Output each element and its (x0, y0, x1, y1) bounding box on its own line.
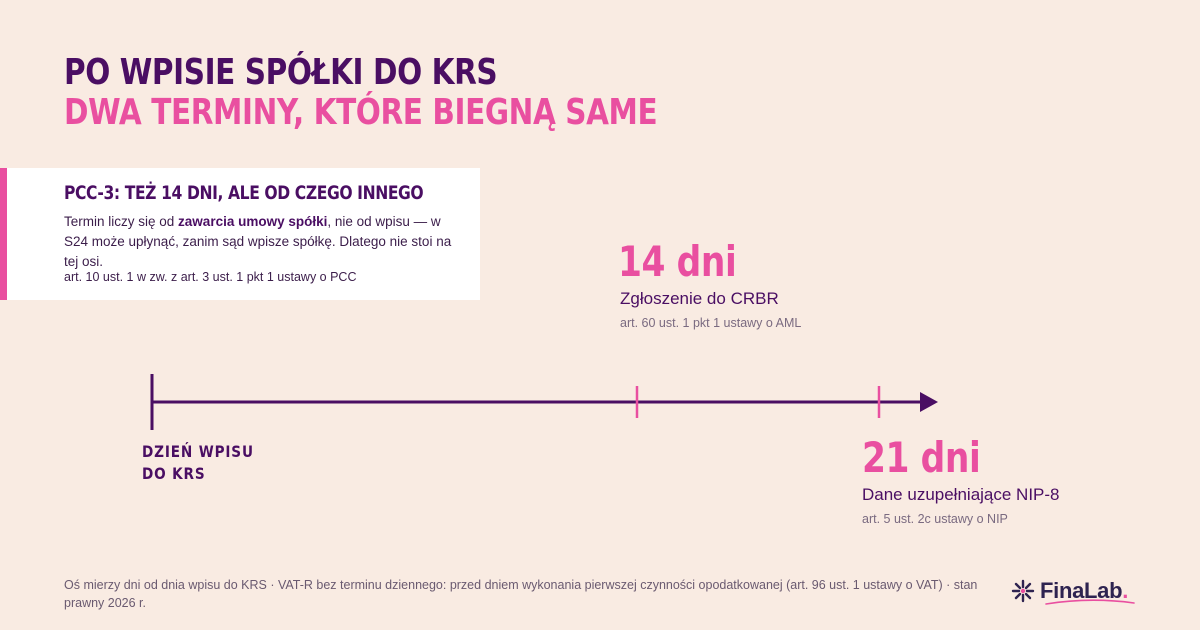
event-2-days: 21 dni (862, 433, 981, 482)
start-label-line-1: DZIEŃ WPISU (142, 442, 254, 461)
event-1-days: 14 dni (618, 237, 737, 286)
event-1-reference: art. 60 ust. 1 pkt 1 ustawy o AML (620, 316, 802, 330)
title-line-1: PO WPISIE SPÓŁKI DO KRS (64, 52, 498, 93)
card-text-part-1: Termin liczy się od (64, 214, 179, 229)
logo-dot: . (1122, 578, 1129, 603)
card-legal-reference: art. 10 ust. 1 w zw. z art. 3 ust. 1 pkt… (64, 270, 357, 284)
event-2-reference: art. 5 ust. 2c ustawy o NIP (862, 512, 1008, 526)
logo-word: FinaLab (1040, 578, 1123, 603)
logo-mark-icon (1011, 579, 1035, 603)
event-2-title: Dane uzupełniające NIP-8 (862, 485, 1060, 504)
card-text: Termin liczy się od zawarcia umowy spółk… (64, 212, 464, 272)
timeline-start-label: DZIEŃ WPISU DO KRS (142, 441, 254, 485)
axis-arrowhead (920, 392, 938, 412)
logo-text: FinaLab. (1040, 578, 1128, 604)
card-text-part-2: , nie od wpisu — w S24 może upłynąć, zan… (64, 214, 452, 269)
card-text-bold: zawarcia umowy spółki (178, 214, 328, 229)
start-label-line-2: DO KRS (142, 464, 206, 483)
pcc3-note-card: PCC-3: TEŻ 14 DNI, ALE OD CZEGO INNEGO T… (0, 168, 480, 300)
card-title: PCC-3: TEŻ 14 DNI, ALE OD CZEGO INNEGO (64, 182, 424, 204)
event-1-title: Zgłoszenie do CRBR (620, 289, 779, 308)
finalab-logo: FinaLab. (1010, 576, 1135, 606)
logo-swoosh-icon (1045, 599, 1135, 605)
title-line-2: DWA TERMINY, KTÓRE BIEGNĄ SAME (64, 92, 658, 133)
footnote: Oś mierzy dni od dnia wpisu do KRS · VAT… (64, 578, 978, 610)
card-accent-bar (0, 168, 7, 300)
